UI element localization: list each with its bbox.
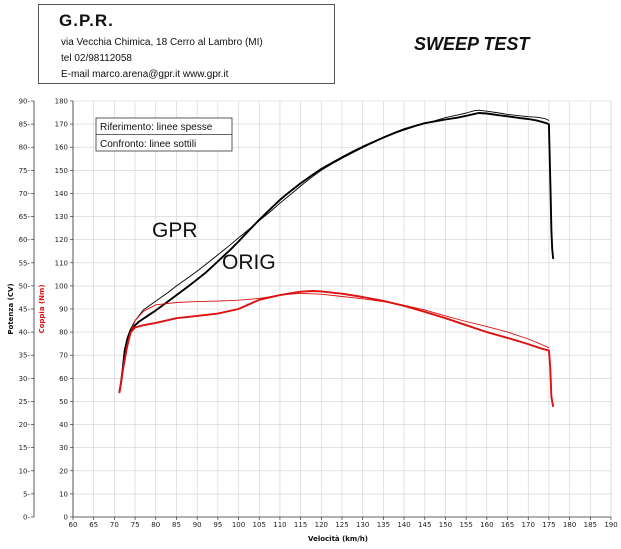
torque-thin-series-line — [119, 292, 550, 391]
y-left-tick-label: 30- — [19, 375, 31, 383]
company-email: E-mail marco.arena@gpr.it www.gpr.it — [61, 69, 229, 80]
x-tick-label: 75 — [131, 521, 140, 529]
y-right-tick-label: 170 — [55, 121, 68, 129]
power-thick-series-line — [118, 112, 555, 394]
company-phone: tel 02/98112058 — [61, 53, 132, 64]
x-tick-label: 135 — [377, 521, 390, 529]
y-right-tick-label: 90 — [59, 306, 68, 314]
x-tick-label: 175 — [542, 521, 555, 529]
y-left-tick-label: 45- — [19, 306, 31, 314]
y-axis-left-label: Potenza (CV) — [7, 283, 15, 334]
y-right-tick-label: 20 — [59, 467, 68, 475]
y-left-tick-label: 65- — [19, 213, 31, 221]
y-right-tick-label: 60 — [59, 375, 68, 383]
y-right-tick-label: 160 — [55, 144, 68, 152]
x-tick-label: 150 — [439, 521, 452, 529]
y-left-tick-label: 15- — [19, 444, 31, 452]
y-left-tick-label: 50- — [19, 282, 31, 290]
annotation-orig: ORIG — [222, 251, 276, 274]
x-tick-label: 130 — [356, 521, 369, 529]
y-right-tick-label: 40 — [59, 421, 68, 429]
x-tick-label: 190 — [604, 521, 617, 529]
y-right-tick-label: 0 — [64, 514, 68, 522]
x-axis-label: Velocità (km/h) — [308, 535, 368, 543]
y-right-tick-label: 120 — [55, 236, 68, 244]
y-right-tick-label: 80 — [59, 329, 68, 337]
y-right-tick-label: 180 — [55, 98, 68, 106]
y-axis-right-label: Coppia (Nm) — [38, 284, 46, 333]
x-tick-label: 115 — [294, 521, 307, 529]
power-thin-series-line — [119, 109, 550, 391]
y-right-tick-label: 140 — [55, 190, 68, 198]
x-tick-label: 105 — [253, 521, 266, 529]
y-left-tick-label: 20- — [19, 421, 31, 429]
y-left-tick-label: 80- — [19, 144, 31, 152]
y-left-tick-label: 70- — [19, 190, 31, 198]
x-tick-label: 90 — [193, 521, 202, 529]
legend-comparison: Confronto: linee sottili — [100, 139, 196, 150]
header-box: G.P.R. via Vecchia Chimica, 18 Cerro al … — [38, 4, 335, 84]
x-tick-label: 95 — [213, 521, 222, 529]
x-tick-label: 165 — [501, 521, 514, 529]
x-tick-label: 110 — [273, 521, 286, 529]
y-right-tick-label: 150 — [55, 167, 68, 175]
y-right-tick-label: 30 — [59, 444, 68, 452]
y-right-tick-label: 70 — [59, 352, 68, 360]
x-tick-label: 185 — [584, 521, 597, 529]
company-address: via Vecchia Chimica, 18 Cerro al Lambro … — [61, 37, 263, 48]
x-tick-label: 100 — [232, 521, 245, 529]
y-left-tick-label: 5- — [23, 490, 30, 498]
company-name: G.P.R. — [59, 11, 114, 30]
y-left-tick-label: 25- — [19, 398, 31, 406]
y-left-tick-label: 90- — [19, 98, 31, 106]
legend-reference: Riferimento: linee spesse — [100, 122, 213, 133]
x-tick-label: 170 — [522, 521, 535, 529]
y-left-tick-label: 10- — [19, 467, 31, 475]
x-tick-label: 80 — [151, 521, 160, 529]
annotation-gpr: GPR — [152, 219, 198, 242]
x-tick-label: 60 — [69, 521, 78, 529]
y-right-tick-label: 100 — [55, 282, 68, 290]
y-left-tick-label: 35- — [19, 352, 31, 360]
series — [118, 109, 555, 408]
legend: Riferimento: linee spesse Confronto: lin… — [95, 117, 233, 152]
y-right-tick-label: 130 — [55, 213, 68, 221]
y-right-tick-label: 110 — [55, 259, 68, 267]
x-tick-label: 145 — [418, 521, 431, 529]
x-tick-label: 180 — [563, 521, 576, 529]
y-left-tick-label: 0- — [23, 514, 30, 522]
grid — [72, 100, 612, 518]
x-tick-label: 160 — [480, 521, 493, 529]
tick-labels: 60 65 70 75 80 85 90 95 100 105 110 115 120 125 130 135… — [19, 98, 618, 530]
x-tick-label: 70 — [110, 521, 119, 529]
axes — [31, 100, 612, 520]
y-right-tick-label: 50 — [59, 398, 68, 406]
x-tick-label: 140 — [397, 521, 410, 529]
y-left-tick-label: 55- — [19, 259, 31, 267]
x-tick-label: 65 — [89, 521, 98, 529]
y-right-tick-label: 10 — [59, 490, 68, 498]
torque-thick-series-line — [118, 290, 555, 408]
chart-title: SWEEP TEST — [414, 34, 530, 54]
x-tick-label: 85 — [172, 521, 181, 529]
y-left-tick-label: 85- — [19, 121, 31, 129]
y-left-tick-label: 40- — [19, 329, 31, 337]
x-tick-label: 120 — [315, 521, 328, 529]
x-tick-label: 125 — [335, 521, 348, 529]
y-left-tick-label: 75- — [19, 167, 31, 175]
x-tick-label: 155 — [459, 521, 472, 529]
y-left-tick-label: 60- — [19, 236, 31, 244]
